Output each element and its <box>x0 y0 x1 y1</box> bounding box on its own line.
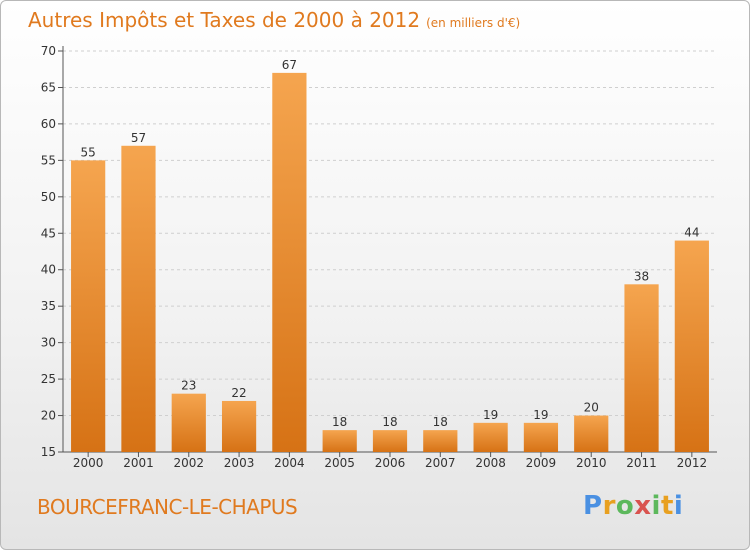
x-tick-label: 2003 <box>224 456 255 470</box>
x-tick-label: 2006 <box>375 456 406 470</box>
bar-value-label: 19 <box>533 408 548 422</box>
commune-name: BOURCEFRANC-LE-CHAPUS <box>37 495 298 519</box>
logo-letter: x <box>634 491 652 521</box>
logo-letter: P <box>583 491 603 521</box>
bar <box>121 145 156 453</box>
y-tick-label: 45 <box>41 226 56 240</box>
x-tick-label: 2007 <box>425 456 456 470</box>
bar-value-label: 18 <box>332 415 347 429</box>
x-tick-label: 2012 <box>677 456 708 470</box>
logo-letter: i <box>673 491 684 521</box>
y-tick-label: 20 <box>41 409 56 423</box>
x-tick-label: 2008 <box>475 456 506 470</box>
bar-value-label: 67 <box>282 58 297 72</box>
x-tick-label: 2002 <box>173 456 204 470</box>
x-tick-label: 2001 <box>123 456 154 470</box>
y-tick-label: 35 <box>41 299 56 313</box>
bar <box>272 72 307 452</box>
proxiti-logo: Proxiti <box>583 491 683 521</box>
y-tick-label: 30 <box>41 336 56 350</box>
logo-letter: r <box>602 491 616 521</box>
bar <box>523 422 559 452</box>
bar <box>674 240 709 452</box>
bar <box>423 430 458 452</box>
x-tick-label: 2004 <box>274 456 305 470</box>
bar-value-label: 23 <box>181 379 196 393</box>
y-tick-label: 65 <box>41 80 56 94</box>
bar <box>171 393 206 452</box>
bar-value-label: 44 <box>684 226 699 240</box>
bar-value-label: 38 <box>634 269 649 283</box>
logo-letter: i <box>651 491 661 521</box>
chart-title-unit: (en milliers d'€) <box>426 16 521 30</box>
bar-value-label: 57 <box>131 131 146 145</box>
y-tick-label: 60 <box>41 117 56 131</box>
x-tick-label: 2010 <box>576 456 607 470</box>
axes <box>58 46 717 457</box>
value-labels: 55 57 23 22 67 18 18 18 19 19 20 38 44 <box>81 58 700 429</box>
bar-value-label: 55 <box>81 145 96 159</box>
x-tick-label: 2000 <box>73 456 104 470</box>
bar <box>624 284 659 452</box>
bar-value-label: 18 <box>382 415 397 429</box>
y-tick-label: 15 <box>41 445 56 459</box>
bar-value-label: 19 <box>483 408 498 422</box>
bar-value-label: 22 <box>231 386 246 400</box>
grid-lines <box>63 50 717 453</box>
bar <box>71 160 106 452</box>
y-tick-label: 50 <box>41 190 56 204</box>
bars <box>71 72 709 453</box>
x-tick-label: 2011 <box>626 456 657 470</box>
x-tick-label: 2005 <box>324 456 355 470</box>
y-tick-label: 55 <box>41 153 56 167</box>
x-tick-label: 2009 <box>526 456 557 470</box>
bar-value-label: 20 <box>584 401 599 415</box>
chart-title-main: Autres Impôts et Taxes de 2000 à 2012 <box>28 8 421 32</box>
bar <box>372 430 408 452</box>
logo-letter: t <box>660 491 674 521</box>
bar <box>473 422 508 452</box>
y-tick-label: 40 <box>41 263 56 277</box>
logo-letter: o <box>615 491 635 521</box>
bar <box>322 430 357 452</box>
tick-labels: 15 20 25 30 35 40 45 50 55 60 65 70 2000 2001 2002 2003… <box>41 44 707 470</box>
bar <box>574 415 609 452</box>
bar <box>221 400 257 452</box>
y-tick-label: 70 <box>41 44 56 58</box>
chart-title: Autres Impôts et Taxes de 2000 à 2012 (en… <box>28 8 520 32</box>
y-tick-label: 25 <box>41 372 56 386</box>
bar-value-label: 18 <box>433 415 448 429</box>
